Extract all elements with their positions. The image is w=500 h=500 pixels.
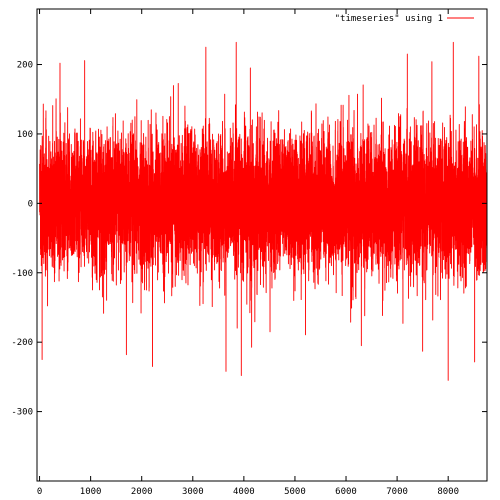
plot-frame bbox=[36, 8, 488, 482]
timeseries-line bbox=[39, 41, 488, 381]
y-tick-label: 200 bbox=[17, 61, 33, 71]
y-tick-label: -300 bbox=[11, 408, 33, 418]
y-tick-label: 100 bbox=[17, 130, 33, 140]
series-layer bbox=[39, 41, 488, 381]
x-tick-label: 3000 bbox=[182, 487, 204, 497]
legend-label: "timeseries" using 1 bbox=[335, 14, 443, 24]
x-tick-label: 1000 bbox=[80, 487, 102, 497]
x-tick-label: 6000 bbox=[335, 487, 357, 497]
y-tick-label: -100 bbox=[11, 269, 33, 279]
x-tick-label: 5000 bbox=[284, 487, 306, 497]
legend: "timeseries" using 1 bbox=[335, 14, 474, 24]
x-tick-label: 4000 bbox=[233, 487, 255, 497]
x-tick-label: 2000 bbox=[131, 487, 153, 497]
y-tick-label: 0 bbox=[28, 199, 33, 209]
x-tick-label: 7000 bbox=[386, 487, 408, 497]
x-tick-label: 0 bbox=[37, 487, 42, 497]
y-tick-label: -200 bbox=[11, 338, 33, 348]
x-tick-label: 8000 bbox=[437, 487, 459, 497]
